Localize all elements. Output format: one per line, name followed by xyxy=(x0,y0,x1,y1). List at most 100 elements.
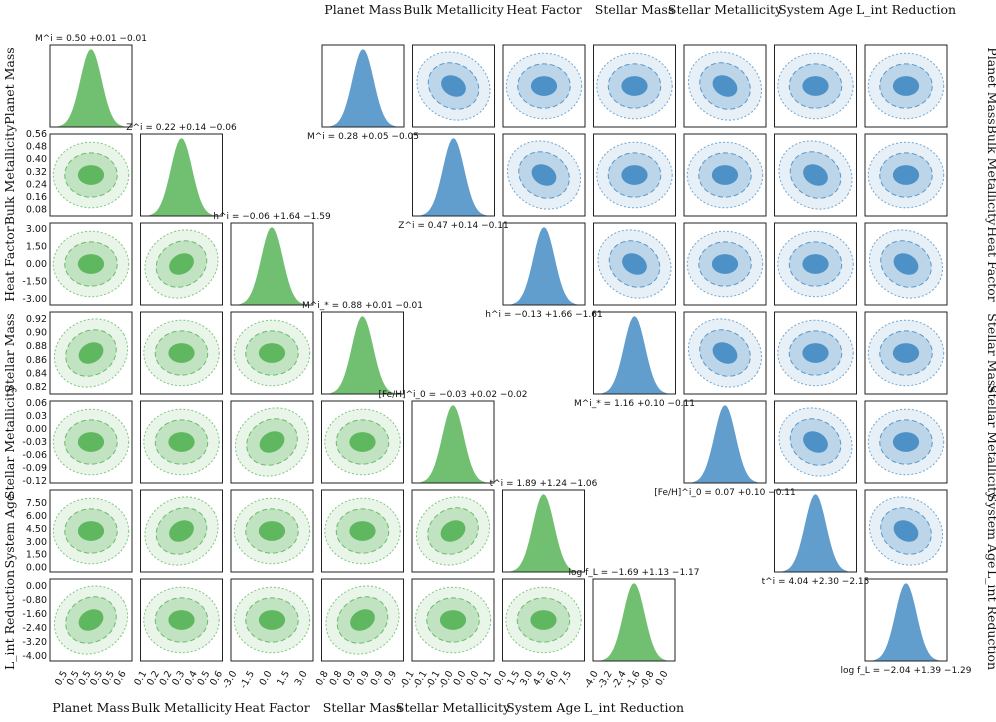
blue-contour-0-2-1sigma xyxy=(530,76,558,96)
green-xtick-0-5: 0.6 xyxy=(112,669,129,688)
green-title-1: Z^i = 0.22 +0.14 −0.06 xyxy=(126,123,237,133)
green-ytick-4-4: 0.00 xyxy=(26,424,47,435)
green-xtick-2-3: 1.5 xyxy=(275,669,292,688)
green-xlabel-6: L_int Reduction xyxy=(584,700,684,715)
green-contour-6-1-1sigma xyxy=(168,610,195,630)
blue-contour-1-3-1sigma xyxy=(621,165,648,185)
blue-cell-0-6 xyxy=(864,44,948,128)
green-cell-4-1 xyxy=(140,400,223,484)
blue-hist-6 xyxy=(865,583,947,661)
green-cell-6-2 xyxy=(230,578,314,662)
blue-contour-3-4-1sigma xyxy=(712,342,738,364)
green-xlabel-1: Bulk Metallicity xyxy=(131,700,232,715)
blue-cell-3-3 xyxy=(593,311,676,395)
green-ytick-1-6: 0.56 xyxy=(26,129,47,140)
green-hist-4 xyxy=(412,405,494,483)
blue-contour-2-5-1sigma xyxy=(802,254,829,274)
green-ylabel-1: Bulk Metallicity xyxy=(2,124,17,225)
green-xtick-6-5: 0.0 xyxy=(654,669,671,688)
green-cell-6-4 xyxy=(411,578,495,662)
green-cell-5-4 xyxy=(411,489,495,573)
blue-contour-0-3-1sigma xyxy=(621,76,648,96)
green-xtick-3-1: 0.8 xyxy=(328,669,345,688)
green-ytick-5-0: 0.00 xyxy=(26,563,47,574)
green-hist-0 xyxy=(50,49,132,127)
blue-contour-0-6-1sigma xyxy=(892,76,920,96)
green-hist-6 xyxy=(593,583,675,661)
blue-cell-6-6 xyxy=(864,578,948,662)
blue-contour-1-6-1sigma xyxy=(892,165,920,185)
blue-cell-1-4 xyxy=(683,133,767,217)
blue-cell-1-3 xyxy=(593,133,676,217)
green-ylabel-0: Planet Mass xyxy=(2,47,17,124)
green-ytick-6-4: -0.80 xyxy=(22,595,47,606)
blue-cell-5-6 xyxy=(864,489,948,573)
green-title-3: M^i_* = 0.88 +0.01 −0.01 xyxy=(302,301,423,311)
green-contour-3-2-1sigma xyxy=(258,343,286,363)
blue-hist-0 xyxy=(322,49,404,127)
green-title-4: [Fe/H]^i_0 = −0.03 +0.02 −0.02 xyxy=(378,390,527,400)
green-ytick-2-1: -1.50 xyxy=(22,277,47,288)
blue-title-6: log f_L = −2.04 +1.39 −1.29 xyxy=(841,666,972,676)
blue-title-1: Z^i = 0.47 +0.14 −0.11 xyxy=(398,221,508,231)
blue-cell-2-4 xyxy=(683,222,767,306)
blue-cell-4-5 xyxy=(774,400,857,484)
blue-cell-0-0 xyxy=(321,44,405,128)
blue-contour-3-5-1sigma xyxy=(802,343,829,363)
green-ytick-4-6: 0.06 xyxy=(26,398,47,409)
blue-cell-2-2 xyxy=(502,222,586,306)
green-xtick-5-5: 7.5 xyxy=(557,669,574,688)
green-ytick-3-5: 0.92 xyxy=(26,314,47,325)
green-cell-3-0 xyxy=(49,311,133,395)
blue-cell-0-2 xyxy=(502,44,586,128)
green-ytick-6-1: -3.20 xyxy=(22,637,47,648)
green-ytick-5-2: 3.00 xyxy=(26,537,47,548)
green-ytick-3-4: 0.90 xyxy=(26,328,47,339)
green-cell-4-3 xyxy=(321,400,404,484)
green-xtick-3-3: 0.9 xyxy=(355,669,372,688)
green-cell-3-1 xyxy=(140,311,223,395)
blue-title-0: M^i = 0.28 +0.05 −0.05 xyxy=(307,132,419,142)
green-ytick-5-3: 4.50 xyxy=(26,524,47,535)
green-cell-3-3 xyxy=(321,311,404,395)
green-cell-2-2 xyxy=(230,222,314,306)
green-xlabel-4: Stellar Metallicity xyxy=(396,700,511,715)
blue-contour-5-6-1sigma xyxy=(893,520,919,542)
blue-cell-1-2 xyxy=(502,133,586,217)
green-ytick-1-5: 0.48 xyxy=(26,142,47,153)
green-ytick-1-1: 0.16 xyxy=(26,192,47,203)
green-cell-1-0 xyxy=(49,133,133,217)
blue-cell-3-4 xyxy=(683,311,767,395)
blue-cell-2-5 xyxy=(774,222,857,306)
green-cell-5-2 xyxy=(230,489,314,573)
green-xlabel-2: Heat Factor xyxy=(234,700,310,715)
blue-cell-0-3 xyxy=(593,44,676,128)
green-cell-5-5 xyxy=(502,489,585,573)
green-contour-5-1-1sigma xyxy=(169,520,194,542)
green-cell-6-5 xyxy=(502,578,585,662)
green-ytick-3-1: 0.84 xyxy=(26,369,47,380)
green-contour-6-3-1sigma xyxy=(350,609,375,631)
green-ytick-2-4: 3.00 xyxy=(26,224,47,235)
green-xtick-2-2: 0.0 xyxy=(258,669,275,688)
green-xtick-2-0: -3.0 xyxy=(221,669,240,691)
blue-cell-3-6 xyxy=(864,311,948,395)
green-contour-4-3-1sigma xyxy=(349,432,376,452)
blue-contour-0-5-1sigma xyxy=(802,76,829,96)
blue-contour-2-6-1sigma xyxy=(893,253,919,275)
green-ytick-4-1: -0.09 xyxy=(22,463,47,474)
green-xtick-2-4: 3.0 xyxy=(293,669,310,688)
green-ytick-6-3: -1.60 xyxy=(22,609,47,620)
blue-xlabel-3: Stellar Mass xyxy=(595,2,674,17)
green-ytick-6-0: -4.00 xyxy=(22,651,47,662)
green-cell-2-0 xyxy=(49,222,133,306)
blue-xlabel-5: System Age xyxy=(778,2,853,17)
green-hist-2 xyxy=(231,227,313,305)
green-ylabel-3: Stellar Mass xyxy=(2,313,17,392)
green-cell-3-2 xyxy=(230,311,314,395)
green-contour-4-0-1sigma xyxy=(77,432,105,452)
green-xlabel-5: System Age xyxy=(506,700,581,715)
green-xtick-3-0: 0.8 xyxy=(314,669,331,688)
green-ytick-2-0: -3.00 xyxy=(22,294,47,305)
